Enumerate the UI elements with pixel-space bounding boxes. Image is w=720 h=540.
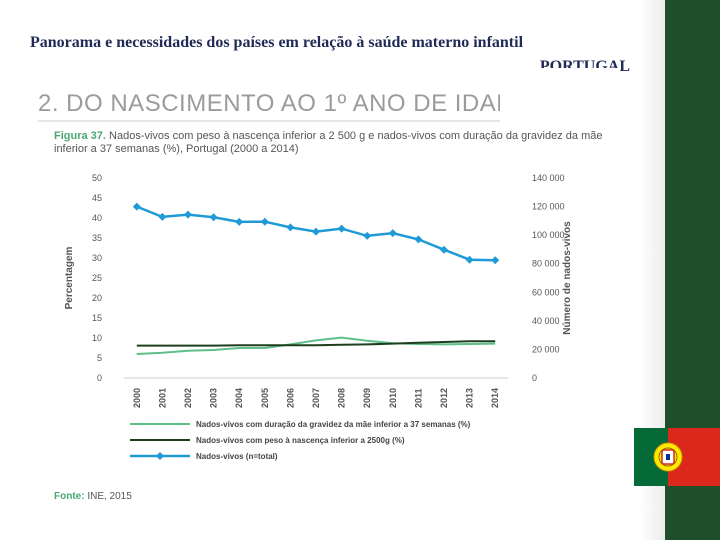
report-excerpt: 2. DO NASCIMENTO AO 1º ANO DE IDADE Figu… bbox=[30, 68, 620, 518]
y2-axis-title: Número de nados-vivos bbox=[562, 221, 573, 335]
line-chart: 0 5 10 15 20 25 30 35 40 45 50 0 20 000 40 000 60 000 8… bbox=[64, 173, 573, 461]
x-tick-label: 2005 bbox=[260, 388, 270, 408]
data-point bbox=[286, 223, 295, 232]
section-heading: 2. DO NASCIMENTO AO 1º ANO DE IDADE bbox=[38, 90, 500, 122]
data-point bbox=[491, 256, 500, 265]
figure-caption-text: Nados-vivos com peso à nascença inferior… bbox=[54, 130, 603, 155]
data-point bbox=[388, 229, 397, 238]
y2-tick-label: 20 000 bbox=[532, 344, 560, 354]
x-tick-label: 2010 bbox=[388, 388, 398, 408]
series-line bbox=[136, 336, 496, 355]
figure-label: Figura 37. bbox=[54, 130, 106, 142]
data-point bbox=[209, 213, 218, 222]
data-point bbox=[312, 227, 320, 236]
x-tick-label: 2000 bbox=[132, 388, 142, 408]
legend-label: Nados-vivos (n=total) bbox=[196, 452, 278, 461]
y-tick-label: 45 bbox=[92, 193, 102, 203]
y-tick-label: 15 bbox=[92, 313, 102, 323]
portugal-flag-icon bbox=[634, 428, 720, 486]
data-point bbox=[235, 217, 244, 226]
data-point bbox=[184, 210, 192, 219]
data-point bbox=[414, 235, 423, 244]
y-tick-label: 25 bbox=[92, 273, 102, 283]
legend-label: Nados-vivos com duração da gravidez da m… bbox=[196, 420, 471, 429]
data-point bbox=[465, 255, 474, 264]
x-tick-label: 2009 bbox=[362, 388, 372, 408]
y-tick-label: 5 bbox=[97, 353, 102, 363]
source-note: Fonte: INE, 2015 bbox=[54, 491, 132, 502]
slide-title: Panorama e necessidades dos países em re… bbox=[30, 34, 524, 51]
y-axis-title: Percentagem bbox=[64, 246, 75, 309]
legend-marker bbox=[156, 452, 164, 460]
y-tick-label: 35 bbox=[92, 233, 102, 243]
source-label: Fonte: bbox=[54, 491, 85, 502]
y2-tick-label: 120 000 bbox=[532, 202, 565, 212]
y-tick-label: 40 bbox=[92, 213, 102, 223]
y2-tick-label: 140 000 bbox=[532, 173, 565, 183]
y-tick-label: 20 bbox=[92, 293, 102, 303]
data-point bbox=[440, 245, 448, 254]
x-tick-label: 2002 bbox=[183, 388, 193, 408]
y-tick-label: 0 bbox=[97, 373, 102, 383]
y2-tick-label: 0 bbox=[532, 373, 537, 383]
x-tick-label: 2012 bbox=[439, 388, 449, 408]
legend-label: Nados-vivos com peso à nascença inferior… bbox=[196, 436, 405, 445]
flag-armillary-inner bbox=[658, 447, 678, 467]
y2-tick-label: 40 000 bbox=[532, 316, 560, 326]
x-tick-label: 2008 bbox=[337, 388, 347, 408]
x-tick-label: 2006 bbox=[285, 388, 295, 408]
data-point bbox=[158, 212, 167, 221]
y-tick-label: 30 bbox=[92, 253, 102, 263]
x-tick-label: 2013 bbox=[465, 388, 475, 408]
x-tick-label: 2007 bbox=[311, 388, 321, 408]
y-tick-label: 10 bbox=[92, 333, 102, 343]
y2-tick-label: 60 000 bbox=[532, 287, 560, 297]
data-point bbox=[132, 202, 141, 211]
data-point bbox=[260, 217, 269, 226]
data-point bbox=[363, 231, 372, 240]
y2-tick-label: 100 000 bbox=[532, 230, 565, 240]
x-tick-label: 2004 bbox=[234, 388, 244, 408]
source-text: INE, 2015 bbox=[87, 491, 132, 502]
x-tick-label: 2001 bbox=[157, 388, 167, 408]
figure-caption: Figura 37. Nados-vivos com peso à nascen… bbox=[54, 130, 614, 156]
x-tick-label: 2003 bbox=[209, 388, 219, 408]
x-tick-label: 2011 bbox=[413, 388, 423, 408]
y-tick-label: 50 bbox=[92, 173, 102, 183]
flag-shield-center bbox=[666, 454, 670, 460]
x-tick-label: 2014 bbox=[490, 388, 500, 408]
y2-tick-label: 80 000 bbox=[532, 259, 560, 269]
data-point bbox=[337, 224, 346, 233]
series-line bbox=[136, 340, 496, 347]
